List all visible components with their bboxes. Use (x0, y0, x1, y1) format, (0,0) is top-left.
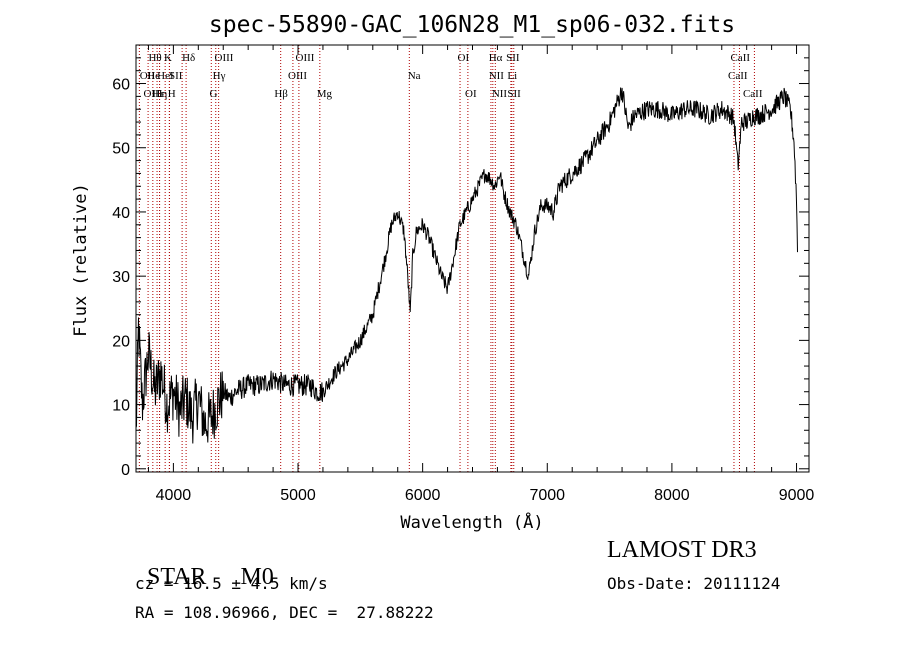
x-tick-label: 5000 (280, 487, 316, 504)
chart-title: spec-55890-GAC_106N28_M1_sp06-032.fits (209, 12, 735, 38)
y-tick-label: 60 (112, 77, 130, 94)
y-tick-label: 50 (112, 141, 130, 158)
line-label: Hε (152, 88, 165, 100)
line-label: Hβ (274, 88, 288, 100)
line-label: OI (458, 52, 470, 64)
redshift-label: cz = 16.5 ± 4.5 km/s (135, 574, 328, 593)
line-label: OII (140, 70, 156, 82)
line-label: H (168, 88, 176, 100)
line-label: G (210, 88, 218, 100)
y-tick-label: 10 (112, 398, 130, 415)
class-label: STAR (147, 564, 207, 590)
line-label: Mg (317, 88, 333, 100)
line-label: HeI (157, 70, 174, 82)
line-label: OIII (296, 52, 315, 64)
line-label: OIII (288, 70, 307, 82)
line-label: Li (507, 70, 517, 82)
spectral-line-markers (138, 45, 755, 472)
spectrum-line (135, 87, 798, 444)
line-label: Hδ (182, 52, 195, 64)
line-label: Hθ (148, 52, 161, 64)
x-axis-label: Wavelength (Å) (400, 511, 543, 533)
y-tick-label: 30 (112, 269, 130, 286)
line-label: NII (489, 70, 505, 82)
line-label: OI (465, 88, 477, 100)
survey-label: LAMOST DR3 (607, 537, 757, 563)
x-tick-label: 8000 (654, 487, 690, 504)
x-tick-label: 4000 (156, 487, 192, 504)
y-axis: 0 10 20 30 40 50 60 (112, 57, 809, 479)
line-label: Na (408, 70, 421, 82)
x-tick-label: 9000 (779, 487, 815, 504)
line-label: He (147, 70, 160, 82)
line-label: SII (506, 52, 520, 64)
coordinates-label: RA = 108.96966, DEC = 27.88222 (135, 603, 434, 622)
x-axis: 4000 5000 6000 7000 8000 9000 (147, 45, 815, 504)
line-label: K (164, 52, 172, 64)
line-label: OIII (143, 88, 162, 100)
y-tick-label: 40 (112, 205, 130, 222)
y-axis-label: Flux (relative) (71, 183, 91, 337)
x-tick-label: 6000 (405, 487, 441, 504)
x-tick-label: 7000 (529, 487, 565, 504)
line-label: CaII (730, 52, 750, 64)
obs-date-label: Obs-Date: 20111124 (607, 574, 781, 593)
line-label: SII (169, 70, 183, 82)
object-class: STAR M0 (135, 537, 274, 591)
line-label: Hα (489, 52, 503, 64)
y-tick-label: 20 (112, 333, 130, 350)
line-label: NII (492, 88, 508, 100)
subclass-label: M0 (240, 564, 274, 590)
y-tick-label: 0 (121, 462, 130, 479)
line-label: SII (507, 88, 521, 100)
line-label: CaII (743, 88, 763, 100)
line-label: η (162, 88, 168, 100)
line-label: CaII (728, 70, 748, 82)
line-label: OIII (215, 52, 234, 64)
line-label: Hγ (213, 70, 226, 82)
